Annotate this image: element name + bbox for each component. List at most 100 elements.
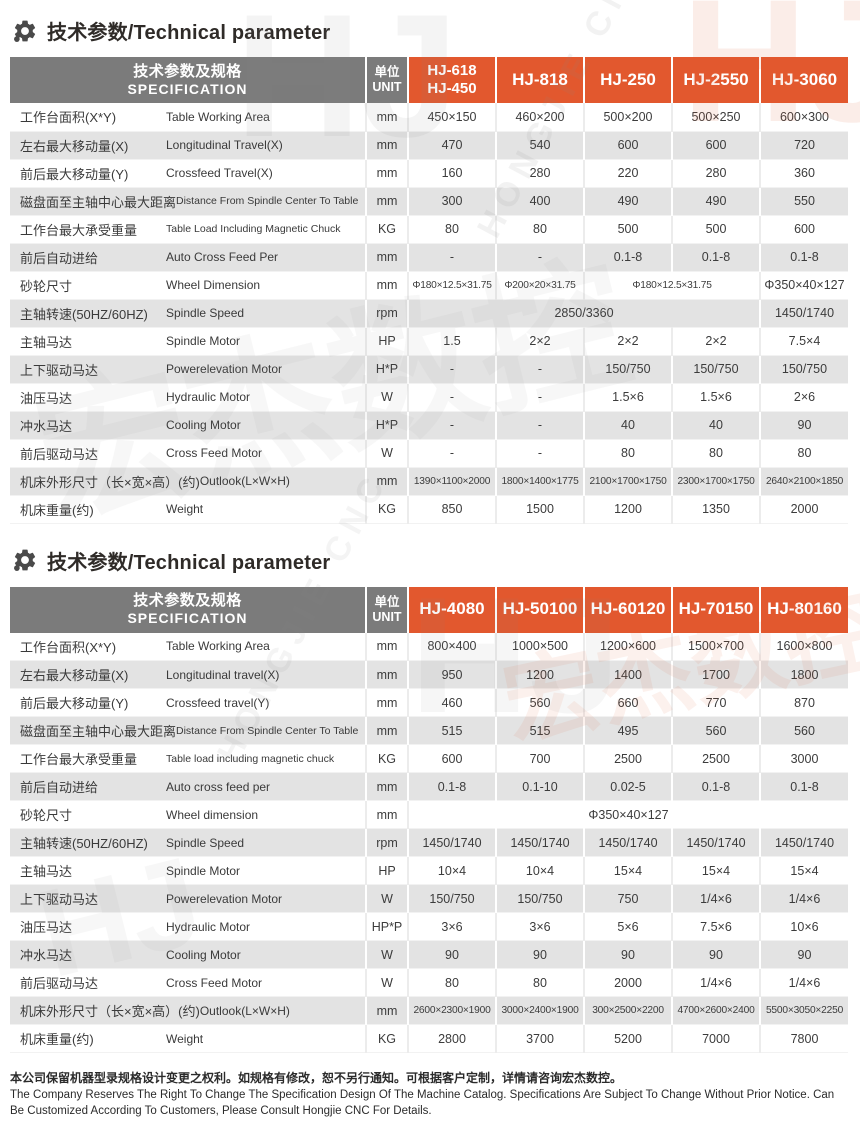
- spec-row: 前后驱动马达 Cross Feed Motor W - -80 80 80: [10, 439, 848, 467]
- unit-cell: H*P: [365, 355, 408, 383]
- value-cell: 600: [671, 131, 760, 159]
- param-label-cell: 机床外形尺寸（长×宽×高）(约) Outlook(L×W×H): [10, 467, 366, 495]
- value-cell: 600×300: [759, 103, 848, 131]
- value-cell: 3×6: [495, 912, 584, 941]
- unit-cell: mm: [365, 996, 408, 1025]
- param-label-zh: 工作台面积(X*Y): [20, 110, 117, 126]
- value-cell: -: [407, 355, 496, 383]
- value-cell: 1.5: [407, 327, 496, 355]
- spec-row: 前后最大移动量(Y) Crossfeed travel(Y) mm 460 560 660…: [10, 688, 848, 717]
- param-label-en: Cooling Motor: [166, 947, 241, 962]
- value-cell: 80: [671, 439, 760, 467]
- value-cell: 3700: [495, 1024, 584, 1053]
- param-label-cell: 油压马达 Hydraulic Motor: [10, 383, 366, 411]
- spec-row: 砂轮尺寸 Wheel dimension mm Φ350×40×127: [10, 800, 848, 829]
- value-cell: 1450/1740: [759, 828, 848, 857]
- param-label-zh: 上下驱动马达: [20, 892, 99, 907]
- spec-column-header: 技术参数及规格 SPECIFICATION: [10, 586, 366, 633]
- footer-note: 本公司保留机器型录规格设计变更之权利。如规格有修改，恕不另行通知。可根据客户定制…: [10, 1069, 848, 1119]
- value-cell: 40: [583, 411, 672, 439]
- value-cell: 460×200: [495, 103, 584, 131]
- value-cell: 4700×2600×2400: [671, 996, 760, 1025]
- value-cell: 280: [495, 159, 584, 187]
- value-cell: 1800: [759, 660, 848, 689]
- value-cell: 500: [671, 215, 760, 243]
- value-cell: 1350: [671, 495, 760, 523]
- unit-cell: W: [365, 383, 408, 411]
- value-cell: 2×6: [759, 383, 848, 411]
- value-cell: 490: [583, 187, 672, 215]
- section-title-text: 技术参数/Technical parameter: [47, 551, 331, 574]
- unit-cell: rpm: [365, 828, 408, 857]
- value-cell: -: [495, 411, 584, 439]
- value-cell: Φ180×12.5×31.75: [407, 271, 496, 299]
- unit-cell: KG: [365, 215, 408, 243]
- param-label-zh: 工作台面积(X*Y): [20, 639, 117, 655]
- value-cell: 500: [583, 215, 672, 243]
- model-column-header: HJ-250: [583, 57, 672, 103]
- param-label-cell: 磁盘面至主轴中心最大距离 Distance From Spindle Center…: [10, 187, 366, 215]
- value-cell: 950: [407, 660, 496, 689]
- spec-row: 主轴马达 Spindle Motor HP 1.5 2×2 2×2 2×2 7.5×4: [10, 327, 848, 355]
- value-cell: 80: [407, 968, 496, 997]
- param-label-en: Table load including magnetic chuck: [166, 752, 335, 765]
- value-cell: 1450/1740: [407, 828, 496, 857]
- value-cell: 800×400: [407, 632, 496, 661]
- spec-row: 工作台面积(X*Y) Table Working Area mm 800×400 100…: [10, 632, 848, 661]
- value-cell: 1500×700: [671, 632, 760, 661]
- param-label-en: Outlook(L×W×H): [199, 1003, 290, 1018]
- value-cell: -: [407, 383, 496, 411]
- model-column-header: HJ-50100: [495, 586, 584, 633]
- param-label-zh: 磁盘面至主轴中心最大距离: [20, 194, 177, 210]
- value-cell: 2000: [759, 495, 848, 523]
- value-cell: 280: [671, 159, 760, 187]
- value-cell: 750: [583, 884, 672, 913]
- param-label-zh: 油压马达: [20, 920, 73, 935]
- param-label-en: Distance From Spindle Center To Table: [176, 724, 359, 737]
- param-label-en: Spindle Speed: [166, 835, 245, 850]
- param-label-cell: 前后最大移动量(Y) Crossfeed Travel(X): [10, 159, 366, 187]
- value-cell: 2100×1700×1750: [583, 467, 672, 495]
- param-label-en: Hydraulic Motor: [166, 390, 251, 404]
- model-column-header: HJ-60120: [583, 586, 672, 633]
- spec-row: 工作台最大承受重量 Table Load Including Magnetic C…: [10, 215, 848, 243]
- spec-row: 磁盘面至主轴中心最大距离 Distance From Spindle Center…: [10, 187, 848, 215]
- spec-column-header: 技术参数及规格 SPECIFICATION: [10, 57, 366, 103]
- param-label-zh: 冲水马达: [20, 948, 73, 963]
- value-cell: -: [407, 243, 496, 271]
- spec-header-en: SPECIFICATION: [127, 80, 248, 97]
- param-label-en: Table Load Including Magnetic Chuck: [166, 223, 341, 235]
- param-label-cell: 冲水马达 Cooling Motor: [10, 411, 366, 439]
- footer-note-en: The Company Reserves The Right To Change…: [10, 1089, 835, 1117]
- unit-cell: mm: [365, 800, 408, 829]
- param-label-zh: 磁盘面至主轴中心最大距离: [20, 724, 177, 739]
- value-cell: 2×2: [671, 327, 760, 355]
- param-label-en: Longitudinal travel(X): [166, 667, 280, 682]
- spec-row: 左右最大移动量(X) Longitudinal Travel(X) mm 470 540…: [10, 131, 848, 159]
- param-label-cell: 主轴转速(50HZ/60HZ) Spindle Speed: [10, 299, 366, 327]
- value-cell: 1390×1100×2000: [407, 467, 496, 495]
- spec-row: 机床外形尺寸（长×宽×高）(约) Outlook(L×W×H) mm 2600×230…: [10, 996, 848, 1025]
- model-column-header: HJ-818: [495, 57, 584, 103]
- unit-cell: HP: [365, 327, 408, 355]
- param-label-cell: 砂轮尺寸 Wheel dimension: [10, 801, 366, 829]
- value-cell: 0.1-8: [759, 772, 848, 801]
- spec-row: 前后驱动马达 Cross Feed Motor W 80 80 2000 1/4×6 1/4×…: [10, 968, 848, 997]
- param-label-en: Cooling Motor: [166, 418, 241, 432]
- param-label-zh: 冲水马达: [20, 418, 73, 434]
- param-label-en: Crossfeed travel(Y): [166, 695, 270, 710]
- gear-icon: [14, 549, 36, 571]
- value-cell: 2000: [583, 968, 672, 997]
- value-cell: 0.1-10: [495, 772, 584, 801]
- spec-row: 主轴转速(50HZ/60HZ) Spindle Speed rpm 1450/1740…: [10, 828, 848, 857]
- spec-row: 上下驱动马达 Powerelevation Motor W 150/750 150/75…: [10, 884, 848, 913]
- unit-cell: W: [365, 884, 408, 913]
- value-cell: 720: [759, 131, 848, 159]
- param-label-zh: 前后最大移动量(Y): [20, 696, 129, 711]
- unit-cell: mm: [365, 632, 408, 661]
- value-cell: 10×4: [407, 856, 496, 885]
- param-label-en: Auto Cross Feed Per: [166, 250, 279, 264]
- param-label-cell: 前后自动进给 Auto Cross Feed Per: [10, 243, 366, 271]
- param-label-cell: 左右最大移动量(X) Longitudinal Travel(X): [10, 131, 366, 159]
- value-cell: 10×6: [759, 912, 848, 941]
